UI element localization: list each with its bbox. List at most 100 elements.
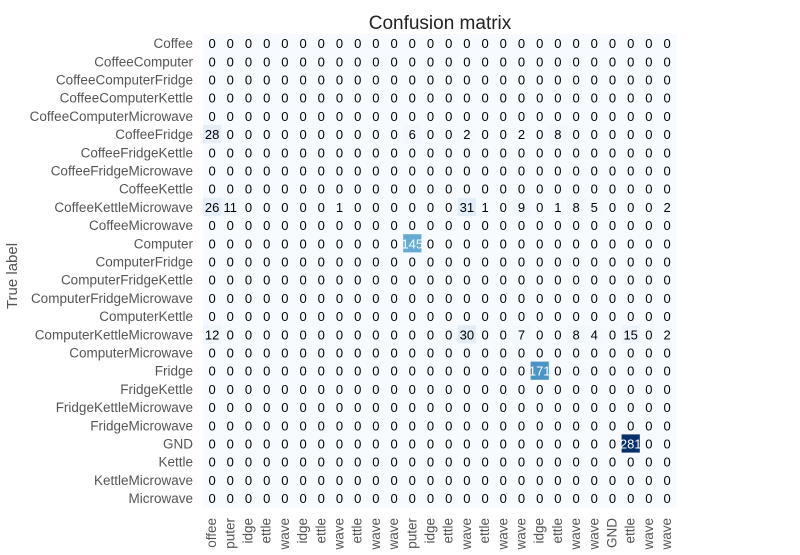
cell-value: 0 (336, 455, 343, 470)
heatmap-cell (275, 343, 295, 362)
cell-value: 0 (591, 273, 598, 288)
cell-value: 0 (227, 91, 234, 106)
heatmap-cell (585, 234, 604, 253)
cell-value: 0 (299, 54, 306, 69)
heatmap-cell (512, 34, 531, 53)
heatmap-cell (221, 179, 240, 199)
x-tick-label: idge (532, 518, 547, 544)
heatmap-cell (294, 161, 313, 180)
heatmap-cell (239, 106, 258, 126)
heatmap-cell (439, 143, 459, 162)
cell-value: 0 (263, 127, 270, 142)
heatmap-cell (567, 361, 586, 381)
heatmap-cell (348, 34, 368, 53)
cell-value: 0 (390, 54, 397, 69)
cell-value: 0 (481, 164, 488, 179)
cell-value: 0 (663, 491, 670, 506)
heatmap-cell (312, 234, 331, 253)
cell-value: 0 (390, 36, 397, 51)
cell-value: 0 (263, 473, 270, 488)
cell-value: 0 (208, 364, 215, 379)
cell-value: 0 (390, 182, 397, 197)
heatmap-cell (603, 197, 622, 217)
heatmap-cell (494, 470, 513, 490)
heatmap-cell (567, 125, 586, 144)
heatmap-cell (494, 288, 513, 308)
cell-value: 0 (263, 54, 270, 69)
heatmap-cell (457, 106, 477, 126)
cell-value: 0 (318, 218, 325, 233)
cell-value: 0 (609, 309, 616, 324)
cell-value: 0 (318, 127, 325, 142)
heatmap-cell (585, 307, 604, 326)
heatmap-cell (312, 143, 331, 162)
cell-value: 0 (281, 54, 288, 69)
heatmap-cell (457, 452, 477, 472)
x-tick-label: puter (404, 518, 419, 549)
cell-value: 0 (318, 273, 325, 288)
cell-value: 0 (427, 418, 434, 433)
cell-value: 0 (554, 255, 561, 270)
y-tick-label: Fridge (155, 364, 193, 379)
heatmap-cell (512, 361, 531, 381)
cell-value: 0 (427, 127, 434, 142)
heatmap-cell (585, 52, 604, 71)
heatmap-cell (257, 179, 277, 199)
cell-value: 0 (372, 255, 379, 270)
cell-value: 0 (336, 164, 343, 179)
cell-value: 0 (245, 400, 252, 415)
heatmap-cell (530, 288, 550, 308)
cell-value: 0 (500, 400, 507, 415)
heatmap-cell (403, 143, 422, 162)
cell-value: 0 (318, 327, 325, 342)
cell-value: 0 (645, 109, 652, 124)
cell-value: 0 (390, 255, 397, 270)
cell-value: 0 (227, 127, 234, 142)
heatmap-cell (239, 143, 258, 162)
heatmap-cell (603, 489, 622, 508)
heatmap-cell (221, 288, 240, 308)
heatmap-cell (385, 234, 404, 253)
heatmap-cell (530, 379, 550, 399)
cell-value: 0 (663, 218, 670, 233)
x-tick-label: wave (514, 518, 529, 550)
heatmap-cell (385, 216, 404, 235)
heatmap-cell (530, 234, 550, 253)
heatmap-cell (366, 416, 386, 435)
heatmap-cell (421, 398, 440, 417)
x-tick-label: puter (222, 518, 237, 549)
heatmap-cell (639, 88, 659, 108)
cell-value: 0 (609, 182, 616, 197)
heatmap-cell (203, 34, 222, 53)
cell-value: 0 (609, 236, 616, 251)
heatmap-cell (548, 161, 568, 180)
cell-value: 0 (627, 200, 634, 215)
cell-value: 0 (609, 145, 616, 160)
cell-value: 0 (554, 164, 561, 179)
heatmap-cell (476, 216, 495, 235)
heatmap-cell (439, 489, 459, 508)
cell-value: 0 (208, 382, 215, 397)
heatmap-cell (275, 325, 295, 344)
cell-value: 0 (299, 164, 306, 179)
cell-value: 0 (227, 400, 234, 415)
cell-value: 0 (281, 309, 288, 324)
heatmap-cell (239, 398, 258, 417)
heatmap-cell (639, 197, 659, 217)
heatmap-cell (348, 161, 368, 180)
heatmap-cell (512, 70, 531, 89)
x-tick-label: ettle (441, 518, 456, 544)
heatmap-cell (221, 325, 240, 344)
cell-value: 0 (318, 73, 325, 88)
cell-value: 0 (536, 54, 543, 69)
cell-value: 0 (500, 36, 507, 51)
cell-value: 0 (627, 91, 634, 106)
heatmap-cell (385, 379, 404, 399)
cell-value: 0 (245, 164, 252, 179)
cell-value: 0 (591, 145, 598, 160)
cell-value: 0 (336, 236, 343, 251)
cell-value: 0 (318, 200, 325, 215)
cell-value: 0 (245, 127, 252, 142)
